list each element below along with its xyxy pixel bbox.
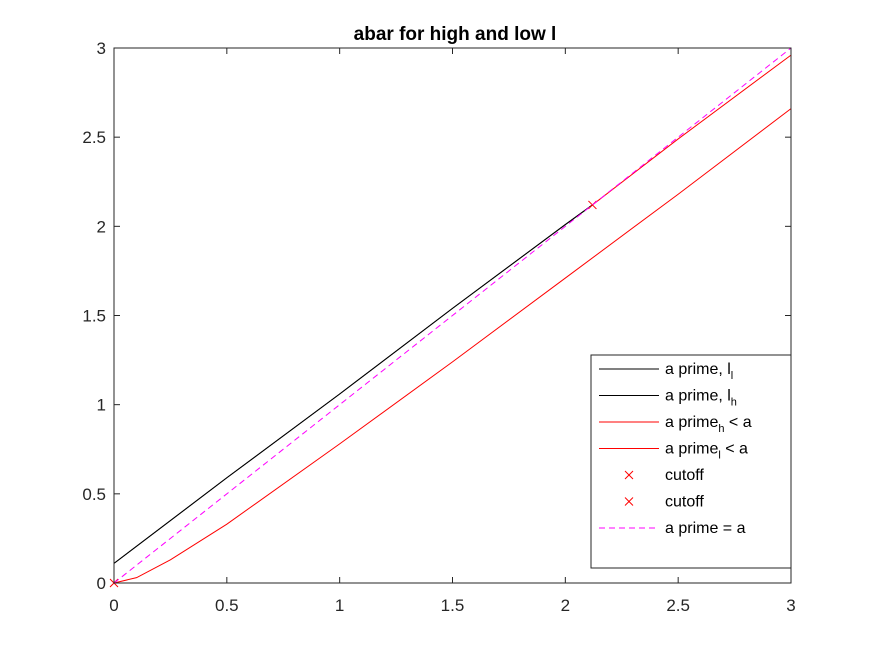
legend-entry: a primeh < a bbox=[599, 414, 752, 435]
x-tick-label: 2 bbox=[561, 596, 570, 615]
legend-box bbox=[590, 354, 792, 569]
legend-entry: a primel < a bbox=[599, 441, 748, 462]
x-tick-label: 3 bbox=[786, 596, 795, 615]
legend-label-main: a prime bbox=[665, 414, 718, 431]
legend-label: cutoff bbox=[665, 467, 704, 484]
x-tick-label: 1 bbox=[335, 596, 344, 615]
series-line-7 bbox=[113, 47, 792, 584]
legend-label-subscript: l bbox=[718, 450, 720, 462]
y-tick-label: 2.5 bbox=[82, 128, 106, 147]
y-tick-label: 1 bbox=[97, 396, 106, 415]
series-line-2 bbox=[113, 204, 593, 564]
legend-label-suffix: < a bbox=[724, 414, 751, 431]
legend-label-main: a prime, l bbox=[665, 361, 731, 378]
y-tick-label: 3 bbox=[97, 39, 106, 58]
x-tick-label: 0.5 bbox=[215, 596, 239, 615]
legend-label-subscript: h bbox=[731, 397, 737, 409]
y-tick-label: 1.5 bbox=[82, 307, 106, 326]
legend-label: a prime = a bbox=[665, 520, 746, 537]
x-tick-label: 1.5 bbox=[441, 596, 465, 615]
legend-label: cutoff bbox=[665, 494, 704, 511]
legend-label: a primel < a bbox=[665, 441, 748, 462]
y-tick-label: 0 bbox=[97, 574, 106, 593]
legend-marker-stroke bbox=[624, 497, 634, 506]
legend-entry: a prime, lh bbox=[599, 388, 737, 409]
y-tick-label: 0.5 bbox=[82, 485, 106, 504]
legend-marker-stroke bbox=[624, 470, 634, 480]
legend-entry: cutoff bbox=[624, 494, 704, 511]
legend-label: a prime, ll bbox=[665, 361, 733, 382]
x-tick-label: 0 bbox=[109, 596, 118, 615]
legend-label-subscript: h bbox=[718, 423, 724, 435]
legend: a prime, lla prime, lha primeh < aa prim… bbox=[590, 354, 792, 569]
legend-label-main: a prime bbox=[665, 441, 718, 458]
legend-label-subscript: l bbox=[731, 370, 733, 382]
legend-entry: cutoff bbox=[624, 467, 704, 484]
legend-entry: a prime, ll bbox=[599, 361, 733, 382]
legend-label: a primeh < a bbox=[665, 414, 752, 435]
chart-title: abar for high and low l bbox=[354, 24, 557, 45]
legend-label-main: a prime = a bbox=[665, 520, 746, 537]
x-tick-label: 2.5 bbox=[666, 596, 690, 615]
legend-label-main: cutoff bbox=[665, 467, 704, 484]
legend-label: a prime, lh bbox=[665, 388, 737, 409]
legend-label-main: cutoff bbox=[665, 494, 704, 511]
y-tick-label: 2 bbox=[97, 217, 106, 236]
series-line-4 bbox=[113, 108, 792, 584]
legend-entry: a prime = a bbox=[599, 520, 746, 537]
legend-label-main: a prime, l bbox=[665, 388, 731, 405]
legend-label-suffix: < a bbox=[721, 441, 748, 458]
